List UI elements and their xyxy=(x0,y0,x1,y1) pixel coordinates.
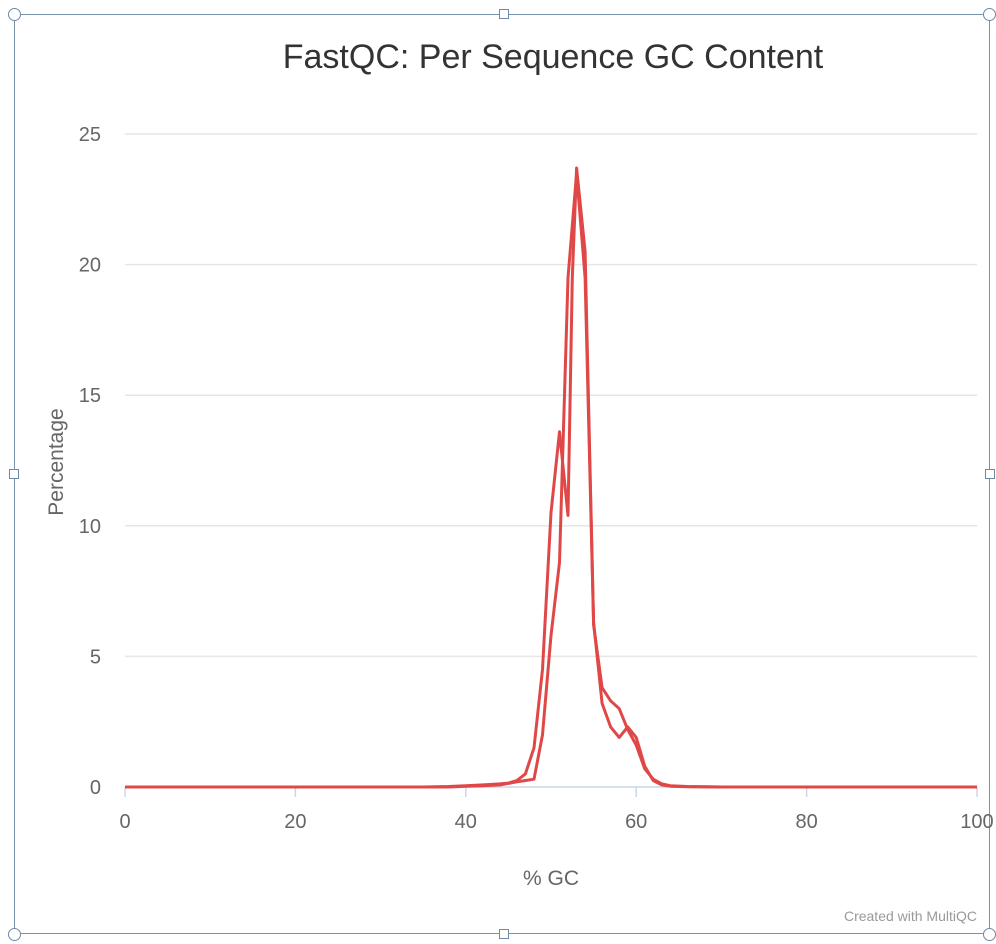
y-axis-title: Percentage xyxy=(45,408,68,515)
grid-lines xyxy=(125,133,977,658)
chart-credit: Created with MultiQC xyxy=(844,908,977,924)
x-axis-title: % GC xyxy=(523,867,579,890)
chart-title: FastQC: Per Sequence GC Content xyxy=(283,38,824,76)
x-tick-label: 80 xyxy=(795,811,817,833)
resize-handle-top-left[interactable] xyxy=(8,8,21,21)
x-tick-label: 40 xyxy=(455,811,477,833)
x-tick-label: 0 xyxy=(119,811,130,833)
resize-handle-right[interactable] xyxy=(985,469,995,479)
y-tick-label: 25 xyxy=(79,124,101,146)
y-tick-label: 20 xyxy=(79,255,101,277)
y-tick-label: 0 xyxy=(90,777,101,799)
resize-handle-top[interactable] xyxy=(499,9,509,19)
y-tick-label: 5 xyxy=(90,646,101,668)
y-tick-label: 10 xyxy=(79,516,101,538)
y-tick-label: 15 xyxy=(79,385,101,407)
x-tick-label: 60 xyxy=(625,811,647,833)
resize-handle-left[interactable] xyxy=(9,469,19,479)
x-axis-ticks: 0 20 40 60 80 100 xyxy=(119,787,994,833)
y-axis-ticks: 0 5 10 15 20 25 xyxy=(79,124,101,799)
resize-handle-bottom[interactable] xyxy=(499,929,509,939)
series-line-1[interactable] xyxy=(125,166,977,789)
resize-handle-bottom-left[interactable] xyxy=(8,928,21,941)
x-tick-label: 100 xyxy=(960,811,993,833)
series-line-2[interactable] xyxy=(125,171,977,789)
x-tick-label: 20 xyxy=(284,811,306,833)
series-lines xyxy=(125,166,977,789)
